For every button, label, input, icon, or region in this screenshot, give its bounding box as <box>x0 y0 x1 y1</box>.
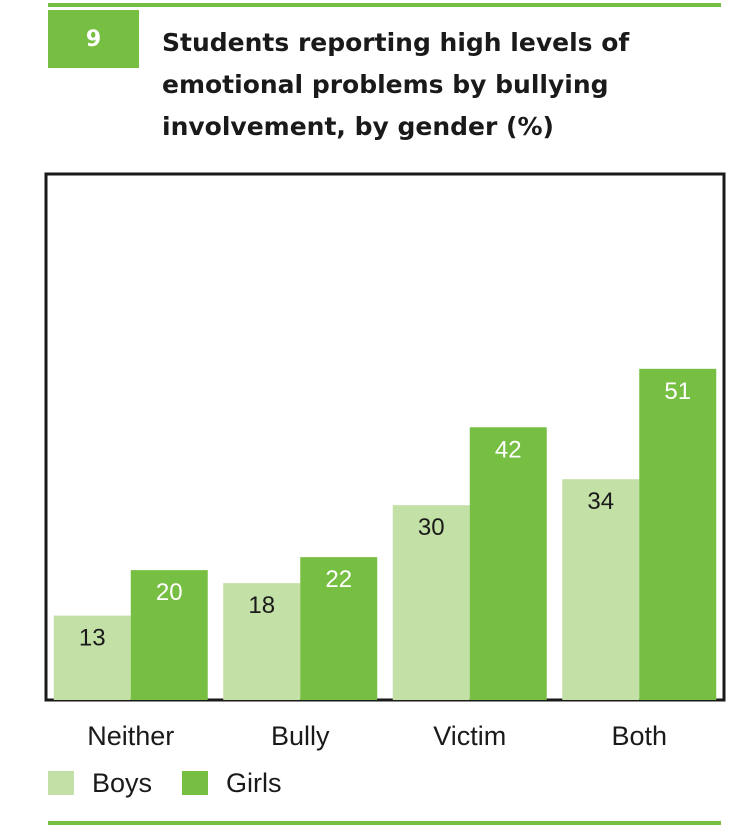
legend-label-girls: Girls <box>226 767 282 798</box>
bar-boys-neither <box>53 615 131 700</box>
bar-boys-both <box>562 479 640 700</box>
legend-swatch-boys <box>48 771 74 795</box>
x-tick-label-bully: Bully <box>271 721 330 751</box>
top-rule <box>48 3 721 7</box>
legend-item-boys: Boys <box>48 768 152 799</box>
bottom-rule <box>48 821 721 825</box>
bar-girls-victim <box>469 427 547 700</box>
data-label-girls-both: 51 <box>664 378 691 405</box>
bar-girls-both <box>639 368 717 700</box>
bar-girls-neither <box>130 570 208 700</box>
data-label-girls-victim: 42 <box>495 436 522 463</box>
data-label-boys-neither: 13 <box>79 625 106 652</box>
data-label-boys-victim: 30 <box>418 514 445 541</box>
data-label-boys-both: 34 <box>587 488 614 515</box>
plot-frame <box>44 172 726 702</box>
figure-number-badge: 9 <box>48 10 139 68</box>
bar-boys-bully <box>223 583 301 700</box>
legend: Boys Girls <box>48 766 312 800</box>
data-label-girls-bully: 22 <box>325 566 352 593</box>
legend-swatch-girls <box>182 771 209 795</box>
legend-label-boys: Boys <box>92 767 153 798</box>
figure-number: 9 <box>85 26 102 52</box>
bar-girls-bully <box>300 557 378 700</box>
legend-item-girls: Girls <box>182 768 282 799</box>
chart-title: Students reporting high levels of emotio… <box>162 28 630 141</box>
x-tick-label-both: Both <box>611 721 667 751</box>
data-label-boys-bully: 18 <box>248 592 275 619</box>
x-tick-label-neither: Neither <box>87 721 174 751</box>
data-label-girls-neither: 20 <box>156 579 183 606</box>
bar-boys-victim <box>392 505 470 700</box>
x-tick-label-victim: Victim <box>433 721 506 751</box>
